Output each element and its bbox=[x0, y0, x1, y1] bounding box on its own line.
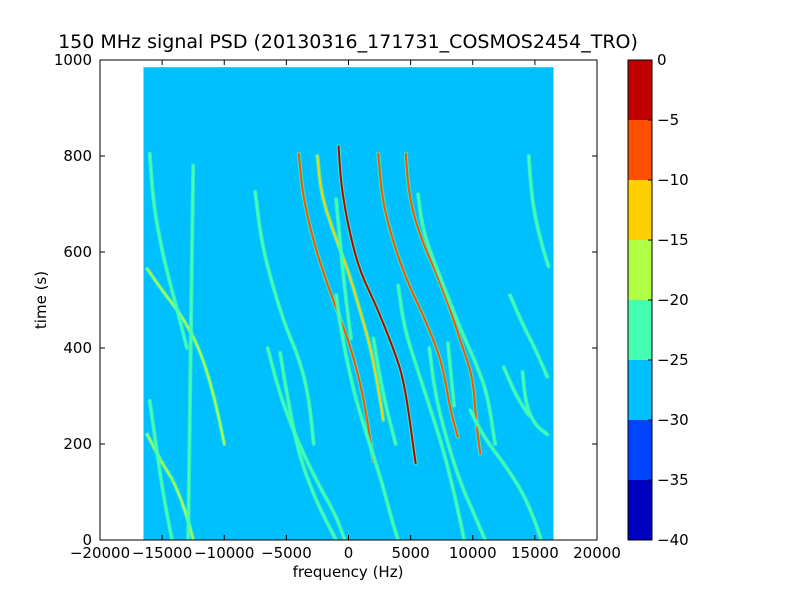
colorbar-tick-label: −35 bbox=[657, 471, 689, 489]
signal-track-19 bbox=[372, 337, 397, 445]
colorbar-tick-label: −15 bbox=[657, 231, 689, 249]
signal-track-14 bbox=[404, 152, 482, 455]
colorbar-tick-label: −30 bbox=[657, 411, 689, 429]
colorbar-band-7 bbox=[628, 60, 652, 120]
signal-track-20 bbox=[527, 155, 550, 268]
signal-track-24 bbox=[502, 366, 530, 417]
signal-track-17 bbox=[428, 347, 487, 540]
colorbar-band-2 bbox=[628, 360, 652, 420]
x-tick-label: 15000 bbox=[511, 544, 559, 562]
signal-track-15 bbox=[417, 193, 497, 445]
y-tick-label: 400 bbox=[63, 339, 92, 357]
colorbar-band-3 bbox=[628, 300, 652, 360]
chart-title: 150 MHz signal PSD (20130316_171731_COSM… bbox=[58, 31, 638, 53]
colorbar-band-4 bbox=[628, 240, 652, 300]
signal-track-21 bbox=[509, 294, 549, 378]
x-tick-label: −5000 bbox=[261, 544, 312, 562]
y-tick-label: 200 bbox=[63, 435, 92, 453]
colorbar-band-0 bbox=[628, 480, 652, 540]
colorbar-tick-label: −10 bbox=[657, 171, 689, 189]
colorbar-tick-label: −5 bbox=[657, 111, 679, 129]
signal-track-13 bbox=[377, 152, 459, 438]
signal-track-5 bbox=[254, 191, 315, 445]
x-tick-label: 20000 bbox=[573, 544, 621, 562]
signal-track-22 bbox=[521, 371, 549, 436]
signal-track-3 bbox=[148, 399, 174, 540]
x-tick-label: 0 bbox=[344, 544, 354, 562]
signal-track-4 bbox=[187, 164, 195, 540]
x-tick-label: −15000 bbox=[132, 544, 192, 562]
colorbar-band-5 bbox=[628, 180, 652, 240]
plot-area: −20000 −15000 −10000 −5000 0 5000 10000 15000 20… bbox=[54, 51, 621, 562]
colorbar-band-1 bbox=[628, 420, 652, 480]
signal-track-16 bbox=[397, 284, 466, 540]
y-axis-label: time (s) bbox=[32, 271, 50, 329]
colorbar-tick-label: −25 bbox=[657, 351, 689, 369]
signal-track-0 bbox=[146, 267, 226, 445]
colorbar: 0 −5 −10 −15 −20 −25 −30 −35 −40 bbox=[627, 51, 689, 549]
x-tick-label: −10000 bbox=[194, 544, 254, 562]
signal-tracks bbox=[145, 144, 551, 540]
x-tick-label: 5000 bbox=[392, 544, 430, 562]
signal-track-7 bbox=[297, 152, 375, 462]
signal-track-11 bbox=[335, 198, 352, 340]
signal-track-12 bbox=[337, 145, 417, 465]
y-tick-label: 1000 bbox=[54, 51, 92, 69]
colorbar-tick-label: 0 bbox=[657, 51, 667, 69]
x-tick-label: −20000 bbox=[70, 544, 130, 562]
signal-track-1 bbox=[146, 433, 195, 540]
x-tick-label: 10000 bbox=[449, 544, 497, 562]
y-tick-label: 600 bbox=[63, 243, 92, 261]
colorbar-band-6 bbox=[628, 120, 652, 180]
colorbar-tick-label: −40 bbox=[657, 531, 689, 549]
signal-track-9 bbox=[335, 294, 400, 540]
signal-track-23 bbox=[469, 409, 543, 540]
y-tick-label: 0 bbox=[82, 531, 92, 549]
signal-track-2 bbox=[148, 152, 188, 349]
signal-track-6 bbox=[279, 351, 338, 540]
signal-track-18 bbox=[446, 342, 456, 407]
signal-track-8 bbox=[316, 155, 385, 421]
x-axis-label: frequency (Hz) bbox=[293, 563, 404, 581]
signal-track-10 bbox=[266, 347, 346, 540]
colorbar-tick-label: −20 bbox=[657, 291, 689, 309]
y-tick-label: 800 bbox=[63, 147, 92, 165]
